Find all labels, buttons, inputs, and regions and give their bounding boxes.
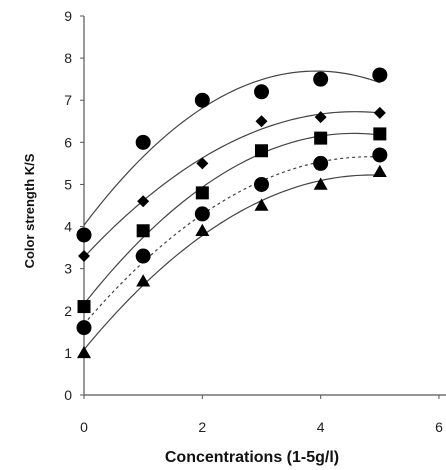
series-line [83, 132, 380, 305]
y-tick-label: 0 [64, 387, 72, 403]
circle-point [372, 67, 388, 83]
series-lines [83, 70, 381, 350]
y-tick-label: 7 [64, 92, 72, 108]
triangle-point [195, 223, 210, 237]
series-line [83, 156, 380, 325]
y-tick-label: 3 [64, 261, 72, 277]
x-tick-label: 2 [198, 419, 206, 435]
series-line [83, 174, 380, 350]
series-line [83, 70, 381, 226]
y-tick-label: 8 [64, 50, 72, 66]
y-tick-label: 9 [64, 8, 72, 24]
y-tick-label: 5 [64, 176, 72, 192]
series-points [76, 67, 388, 359]
circle-point [76, 320, 92, 336]
x-tick-label: 0 [80, 419, 88, 435]
y-tick-label: 6 [64, 134, 72, 150]
diamond-point [196, 157, 209, 170]
triangle-point [254, 198, 269, 211]
x-tick-label: 4 [317, 419, 325, 435]
triangle-point [77, 345, 91, 359]
diamond-point [314, 111, 327, 124]
diamond-point [255, 115, 268, 128]
y-axis-title: Color strength K/S [22, 153, 37, 268]
diamond-point [373, 106, 386, 119]
diamond-point [137, 195, 150, 208]
x-tick-label: 6 [435, 419, 443, 435]
circle-point [76, 227, 92, 243]
circle-point [254, 176, 269, 192]
x-axis-title: Concentrations (1-5g/l) [165, 449, 339, 466]
square-point [373, 127, 387, 141]
y-tick-labels: 0 1 2 3 4 5 6 7 8 9 [64, 8, 72, 403]
series-line [83, 111, 380, 258]
y-tick-label: 1 [64, 345, 72, 361]
circle-point [135, 248, 151, 264]
y-tick-label: 4 [64, 219, 72, 235]
square-point [314, 131, 328, 145]
square-point [136, 224, 150, 238]
circle-point [194, 92, 210, 108]
circle-point [135, 134, 151, 150]
square-point [255, 144, 268, 158]
triangle-point [136, 274, 151, 287]
circle-point [313, 155, 329, 171]
circle-point [372, 147, 388, 163]
square-point [195, 186, 209, 200]
y-tick-label: 2 [64, 303, 72, 319]
triangle-point [372, 164, 387, 178]
circle-point [313, 71, 329, 87]
triangle-point [313, 177, 328, 190]
circle-point [254, 84, 269, 100]
circle-point [194, 206, 210, 222]
x-tick-labels: 0 2 4 6 [80, 419, 443, 435]
diamond-point [78, 250, 90, 263]
square-point [77, 300, 91, 314]
